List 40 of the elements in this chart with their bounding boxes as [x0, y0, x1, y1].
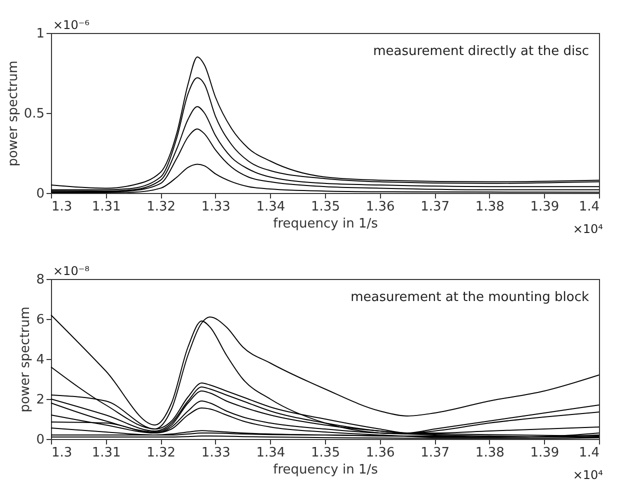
x-tick-label: 1.37: [420, 200, 450, 214]
annotation: measurement at the mounting block: [350, 290, 590, 305]
y-tick-label: 1: [36, 26, 44, 42]
y-tick-label: 2: [36, 392, 44, 408]
x-tick-label: 1.32: [146, 446, 176, 460]
text: ×10⁻⁸: [53, 264, 90, 278]
x-tick-label: 1.39: [530, 446, 560, 460]
x-tick-label: 1.36: [366, 200, 395, 214]
x-tick-label: 1.37: [420, 446, 450, 460]
text: ×10⁴: [572, 222, 604, 236]
x-tick-label: 1.3: [52, 200, 72, 214]
y-tick-label: 8: [36, 272, 44, 288]
x-tick-label: 1.38: [475, 446, 504, 460]
x-tick-label: 1.34: [256, 200, 286, 214]
x-tick-label: 1.31: [92, 446, 121, 460]
x-tick-label: 1.31: [92, 200, 121, 214]
x-axis-title: frequency in 1/s: [273, 216, 378, 232]
x-tick-label: 1.3: [52, 446, 72, 460]
text: ×10⁻⁶: [53, 18, 90, 32]
y-tick-label: 0: [36, 186, 44, 202]
y-tick-label: 0.5: [24, 106, 44, 122]
x-tick-label: 1.35: [311, 200, 340, 214]
y-tick-label: 6: [36, 312, 44, 328]
x-tick-label: 1.34: [256, 446, 286, 460]
x-tick-label: 1.36: [366, 446, 395, 460]
x-tick-label: 1.39: [530, 200, 560, 214]
x-tick-label: 1.35: [311, 446, 340, 460]
y-axis-title: power spectrum: [18, 306, 34, 412]
text: ×10⁴: [572, 468, 604, 482]
x-tick-label: 1.32: [146, 200, 176, 214]
x-axis-title: frequency in 1/s: [273, 462, 378, 478]
x-tick-label: 1.38: [475, 200, 504, 214]
x-tick-label: 1.4: [578, 446, 600, 460]
annotation: measurement directly at the disc: [373, 44, 589, 59]
x-tick-label: 1.33: [201, 446, 230, 460]
x-tick-label: 1.33: [201, 200, 230, 214]
x-tick-label: 1.4: [578, 200, 600, 214]
y-tick-label: 0: [36, 432, 44, 448]
y-tick-label: 4: [36, 352, 44, 368]
y-axis-title: power spectrum: [6, 60, 21, 166]
